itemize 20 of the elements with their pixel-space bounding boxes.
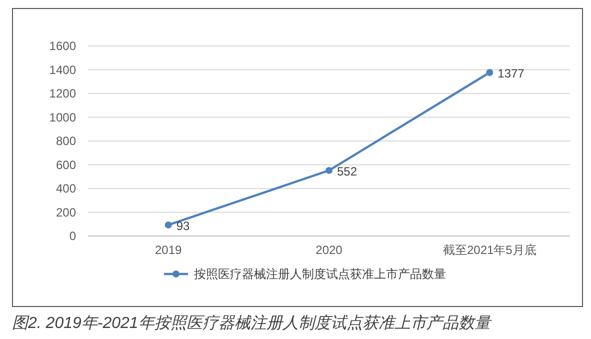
x-tick-label: 截至2021年5月底 <box>442 243 536 257</box>
caption: 图2. 2019年-2021年按照医疗器械注册人制度试点获准上市产品数量 <box>12 314 492 332</box>
y-tick-label: 400 <box>56 182 76 196</box>
y-tick-label: 200 <box>56 205 76 220</box>
x-tick-label: 2019 <box>154 243 182 257</box>
point <box>164 221 172 228</box>
y-tick-label: 1400 <box>49 62 76 77</box>
y-tick-label: 800 <box>56 134 76 148</box>
legend-label: 按照医疗器械注册人制度试点获准上市产品数量 <box>194 267 446 281</box>
y-tick-label: 1600 <box>49 39 76 53</box>
data-label: 93 <box>176 218 190 233</box>
x-tick-label: 2020 <box>316 243 343 257</box>
y-tick-label: 1200 <box>49 86 76 100</box>
y-tick-label: 0 <box>69 229 76 243</box>
point <box>486 68 494 76</box>
y-tick-label: 600 <box>56 158 76 172</box>
data-label: 1377 <box>498 66 525 80</box>
data-label: 552 <box>337 164 358 178</box>
point <box>326 166 332 174</box>
y-tick-label: 1000 <box>49 110 76 124</box>
